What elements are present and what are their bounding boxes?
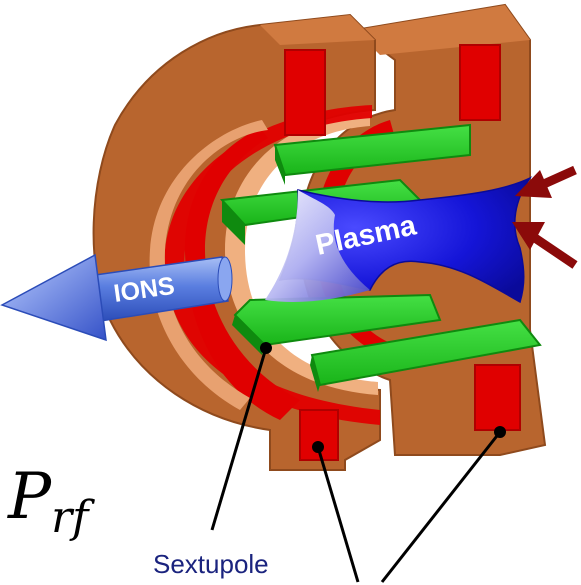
rf-input-arrows xyxy=(512,165,578,269)
plasma-front-face xyxy=(265,190,370,302)
prf-subscript: rf xyxy=(51,492,95,543)
sextupole-bar-lower-left xyxy=(232,293,442,355)
rf-arrow-lower xyxy=(512,222,578,269)
coil-leader-right-dot xyxy=(494,426,506,438)
rf-arrow-upper xyxy=(515,165,577,198)
coil-leader-right xyxy=(380,431,502,583)
coil-leader-left xyxy=(316,446,360,583)
sextupole-leader xyxy=(210,347,268,531)
front-coil-inner-red-2 xyxy=(185,128,300,420)
coil-leader-left-dot xyxy=(312,441,324,453)
rear-coil-core-bottom xyxy=(474,364,521,431)
front-coil-rim xyxy=(149,120,268,410)
sextupole-bar-bottom xyxy=(310,318,542,392)
sextupole-leader-dot xyxy=(260,342,272,354)
ions-arrow: IONS xyxy=(0,253,233,342)
plasma-volume: Plasma xyxy=(265,176,533,304)
ions-arrow-end-cap xyxy=(217,256,233,302)
leader-lines xyxy=(210,342,506,583)
prf-symbol: P xyxy=(7,460,52,534)
prf-label: Prf xyxy=(7,460,95,543)
rear-coil-top-face xyxy=(355,5,530,55)
rear-coil-core-top xyxy=(459,44,501,121)
sextupole-label: Sextupole xyxy=(153,549,269,579)
ions-arrow-head xyxy=(0,253,107,342)
front-coil-core-top xyxy=(284,49,326,136)
front-coil-top-face xyxy=(260,15,375,45)
sextupole-bar-top xyxy=(273,123,471,185)
